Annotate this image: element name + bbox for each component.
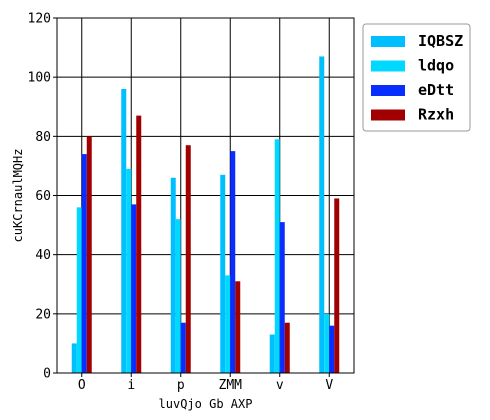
bar-series [71,56,340,373]
y-tick-label: 100 [28,71,51,86]
bar-ldqo-V [324,313,330,373]
x-tick-label: O [78,378,86,393]
bar-IQBSZ-i [121,89,127,373]
x-axis-label: luvQjo Gb AXP [159,397,253,411]
legend-label-IQBSZ: IQBSZ [418,32,463,50]
bar-Rzxh-O [86,136,92,373]
legend-label-eDtt: eDtt [418,81,454,99]
bar-eDtt-ZMM [230,151,236,373]
y-axis-ticks: 0 20 40 60 80 100 120 [28,12,57,382]
bar-IQBSZ-v [269,334,275,373]
y-tick-label: 0 [43,367,51,382]
legend-swatch-eDtt [371,85,405,96]
x-tick-label: p [177,378,185,393]
y-axis-label: cuKCrnaulMQHz [11,149,25,243]
bar-ldqo-ZMM [225,275,231,373]
bar-ldqo-O [76,207,82,373]
bar-eDtt-v [279,222,285,373]
y-tick-label: 80 [35,130,51,145]
x-tick-label: ZMM [219,378,243,393]
y-tick-label: 40 [35,248,51,263]
y-tick-label: 120 [28,12,51,27]
bar-IQBSZ-ZMM [220,174,226,373]
legend-swatch-Rzxh [371,109,405,121]
bar-eDtt-V [329,325,335,373]
bar-ldqo-i [126,168,132,373]
legend-label-Rzxh: Rzxh [418,106,454,124]
bar-Rzxh-ZMM [235,281,241,373]
bar-eDtt-i [131,204,137,373]
legend-box [362,23,471,132]
x-tick-label: v [276,378,284,393]
y-tick-label: 60 [35,189,51,204]
y-tick-label: 20 [35,307,51,322]
bar-Rzxh-i [136,115,142,373]
bar-ldqo-p [175,219,181,373]
bar-Rzxh-p [185,145,191,373]
bar-IQBSZ-O [71,343,77,373]
bar-Rzxh-v [284,322,290,373]
bar-ldqo-v [274,139,280,373]
legend-swatch-IQBSZ [371,36,405,47]
legend-swatch-ldqo [371,60,405,72]
legend-label-ldqo: ldqo [418,57,454,75]
bar-IQBSZ-V [319,56,325,373]
bar-eDtt-O [81,154,87,373]
legend: IQBSZ ldqo eDtt Rzxh [362,23,471,132]
bar-eDtt-p [180,322,186,373]
x-tick-label: i [127,378,135,393]
grid-lines [57,18,354,373]
x-tick-label: V [325,378,333,393]
bar-Rzxh-V [334,198,340,373]
bar-IQBSZ-p [170,177,176,373]
